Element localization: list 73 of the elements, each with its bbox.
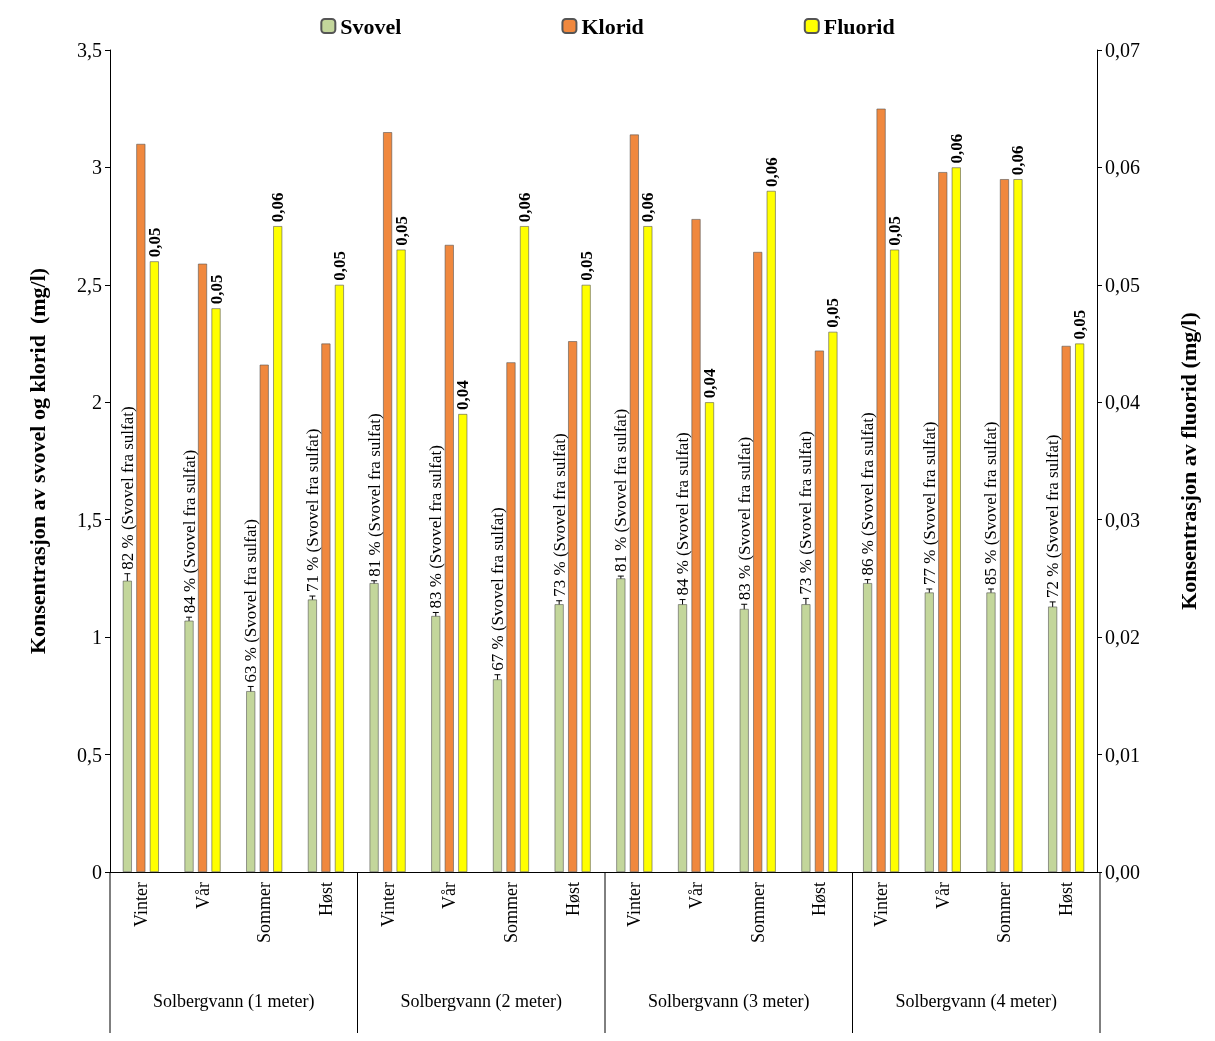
y2-tick-label: 0,04 <box>1105 391 1140 414</box>
annotation: 83 % (Svovel fra sulfat) <box>426 445 446 609</box>
data-label: 0,05 <box>391 215 411 246</box>
data-label: 0,06 <box>761 157 781 187</box>
text: Solbergvann (2 meter) <box>400 991 563 1012</box>
annotation: 73 % (Svovel fra sulfat) <box>796 431 816 595</box>
y-tick-label: 0,5 <box>77 743 102 766</box>
annotation: 86 % (Svovel fra sulfat) <box>858 412 878 576</box>
annotation: 81 % (Svovel fra sulfat) <box>364 413 384 577</box>
y2-tick-label: 0,00 <box>1105 861 1140 883</box>
data-label: 0,04 <box>700 368 720 399</box>
annotation: 77 % (Svovel fra sulfat) <box>919 421 939 585</box>
annotation: 73 % (Svovel fra sulfat) <box>549 433 569 597</box>
annotation: 84 % (Svovel fra sulfat) <box>179 449 199 614</box>
annotation: 84 % (Svovel fra sulfat) <box>673 432 693 596</box>
x-tick-label: Høst <box>809 882 830 917</box>
x-tick-label: Sommer <box>254 882 275 943</box>
text: Solbergvann (3 meter) <box>647 991 810 1012</box>
y-tick-label: 3 <box>92 156 102 179</box>
legend-label: Fluorid <box>823 13 895 39</box>
x-tick-label: Sommer <box>500 882 521 943</box>
y-tick-label: 2,5 <box>77 273 102 296</box>
data-label: 0,05 <box>1070 309 1090 340</box>
x-tick-label: Vår <box>686 882 707 909</box>
x-tick-label: Høst <box>1056 882 1077 917</box>
x-tick-label: Vinter <box>871 882 892 927</box>
annotation: 81 % (Svovel fra sulfat) <box>611 408 631 573</box>
annotation: 85 % (Svovel fra sulfat) <box>981 421 1001 585</box>
data-label: 0,06 <box>1008 145 1028 176</box>
text: Solbergvann (4 meter) <box>895 991 1058 1012</box>
y2-tick-label: 0,02 <box>1105 626 1140 649</box>
annotation: 72 % (Svovel fra sulfat) <box>1043 434 1063 598</box>
legend-label: Klorid <box>581 13 644 39</box>
annotation: 67 % (Svovel fra sulfat) <box>487 507 507 671</box>
annotation: 71 % (Svovel fra sulfat) <box>302 428 322 593</box>
y-tick-label: 1,5 <box>77 508 102 531</box>
x-tick-label: Vinter <box>130 882 151 927</box>
annotation: 82 % (Svovel fra sulfat) <box>117 406 137 570</box>
y-tick-label: 3,5 <box>77 39 102 61</box>
text: Solbergvann (1 meter) <box>152 991 315 1012</box>
data-label: 0,05 <box>885 215 905 246</box>
data-label: 0,05 <box>576 251 596 281</box>
x-tick-label: Sommer <box>994 882 1015 943</box>
y2-tick-label: 0,03 <box>1105 508 1140 531</box>
x-tick-label: Høst <box>562 882 583 917</box>
y2-tick-label: 0,06 <box>1105 156 1140 179</box>
y2-tick-label: 0,01 <box>1105 743 1140 766</box>
data-label: 0,06 <box>638 192 658 223</box>
y-tick-label: 1 <box>92 626 102 649</box>
annotation: 83 % (Svovel fra sulfat) <box>734 436 754 601</box>
data-label: 0,05 <box>206 274 226 305</box>
data-label: 0,06 <box>514 192 534 223</box>
x-tick-label: Vinter <box>377 882 398 927</box>
data-label: 0,06 <box>268 192 288 223</box>
x-tick-label: Vår <box>439 882 460 909</box>
y2-tick-label: 0,05 <box>1105 273 1140 296</box>
annotation: 63 % (Svovel fra sulfat) <box>241 519 261 683</box>
x-tick-label: Vinter <box>624 882 645 927</box>
data-label: 0,05 <box>329 251 349 281</box>
x-tick-label: Sommer <box>747 882 768 943</box>
y2-axis-title: Konsentrasjon av fluorid (mg/l) <box>1175 312 1201 610</box>
y-axis-title: Konsentrasjon av svovel og klorid (mg/l) <box>24 267 50 655</box>
y2-tick-label: 0,07 <box>1105 39 1140 61</box>
y-tick-label: 0 <box>92 861 102 883</box>
data-label: 0,05 <box>144 227 164 258</box>
data-label: 0,05 <box>823 298 843 328</box>
y-tick-label: 2 <box>92 391 102 414</box>
x-tick-label: Vår <box>192 882 213 909</box>
data-label: 0,04 <box>453 379 473 411</box>
legend-label: Svovel <box>340 13 402 39</box>
data-label: 0,06 <box>946 133 966 164</box>
x-tick-label: Høst <box>315 882 336 917</box>
x-tick-label: Vår <box>932 882 953 909</box>
